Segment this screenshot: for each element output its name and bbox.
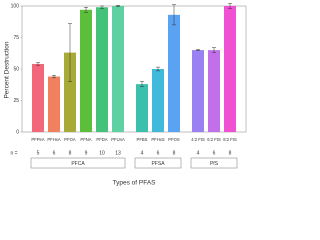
- bar: [112, 6, 124, 132]
- group-box: [30, 157, 126, 169]
- n-value: 6: [213, 150, 216, 156]
- chart: Percent Destruction Types of PFAS n = 0 2…: [4, 3, 247, 187]
- x-tick-label: PFOA: [64, 137, 76, 142]
- n-value: 9: [85, 150, 88, 156]
- n-value: 8: [173, 150, 176, 156]
- x-tick-label: PFPeA: [31, 137, 44, 142]
- n-value: 6: [53, 150, 56, 156]
- n-value: 6: [157, 150, 160, 156]
- n-value: 4: [141, 150, 144, 156]
- bar: [96, 7, 108, 132]
- n-label: n =: [10, 150, 17, 156]
- y-axis-title: Percent Destruction: [4, 41, 11, 98]
- x-tick-label: PFOS: [168, 137, 180, 142]
- x-tick-label: PFUnA: [111, 137, 125, 142]
- n-value: 10: [99, 150, 105, 156]
- x-tick-label: PFHxS: [151, 137, 164, 142]
- group-box: [190, 157, 238, 169]
- bar: [48, 76, 60, 132]
- bar: [64, 52, 76, 133]
- bar: [168, 14, 180, 132]
- bar: [80, 9, 92, 133]
- x-tick-label: PFDA: [96, 137, 107, 142]
- bar: [224, 6, 236, 132]
- n-value: 8: [229, 150, 232, 156]
- group-label: PFCA: [71, 161, 85, 167]
- group-box: [134, 157, 182, 169]
- bar: [32, 63, 44, 132]
- bar: [152, 69, 164, 132]
- y-tick-label: 0: [16, 129, 19, 135]
- n-value: 4: [197, 150, 200, 156]
- group-label: PfS: [210, 161, 219, 167]
- y-tick-label: 75: [13, 35, 19, 41]
- x-tick-label: 6:2 FtS: [207, 137, 221, 142]
- group-label: PFSA: [151, 161, 165, 167]
- bar: [192, 50, 204, 132]
- x-tick-label: PFNA: [80, 137, 91, 142]
- bar: [136, 84, 148, 132]
- bar: [208, 50, 220, 132]
- x-tick-label: PFBS: [137, 137, 148, 142]
- y-tick-label: 100: [11, 3, 20, 9]
- x-tick-label: PFHxA: [47, 137, 60, 142]
- y-tick-label: 25: [13, 98, 19, 104]
- n-value: 5: [37, 150, 40, 156]
- x-axis-title: Types of PFAS: [113, 180, 157, 187]
- x-tick-label: 8:2 FtS: [223, 137, 237, 142]
- n-value: 13: [115, 150, 121, 156]
- y-tick-label: 50: [13, 66, 19, 72]
- n-value: 8: [69, 150, 72, 156]
- x-tick-label: 4:2 FtS: [191, 137, 205, 142]
